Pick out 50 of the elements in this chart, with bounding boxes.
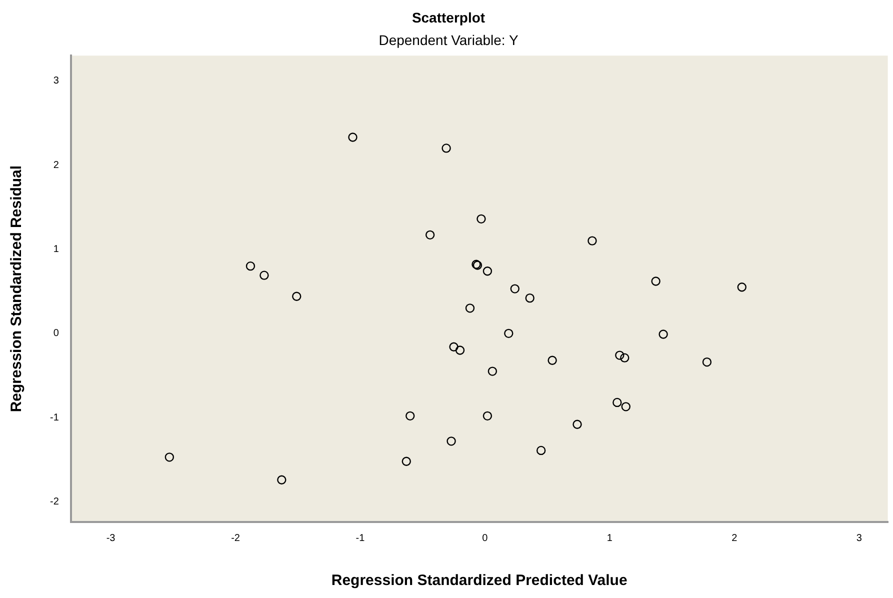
y-axis-title: Regression Standardized Residual: [8, 165, 26, 412]
point: [348, 132, 358, 142]
x-tick-label: -1: [356, 532, 366, 544]
point: [536, 446, 546, 456]
y-tick-label: 3: [53, 76, 60, 87]
point: [476, 214, 486, 224]
point: [455, 346, 465, 355]
point: [246, 261, 256, 271]
point: [442, 144, 451, 153]
point: [620, 353, 630, 362]
point: [525, 293, 534, 303]
point: [402, 456, 411, 466]
y-tick-label: -1: [50, 412, 60, 424]
x-tick-label: -3: [106, 532, 116, 544]
x-tick-label: 0: [482, 532, 488, 544]
x-tick-label: -2: [231, 532, 240, 544]
point: [425, 230, 435, 240]
point: [260, 270, 269, 280]
point: [465, 304, 475, 313]
y-tick-label: 0: [53, 328, 60, 340]
point: [164, 452, 174, 462]
point: [446, 436, 456, 446]
point: [548, 356, 557, 365]
point: [651, 276, 660, 286]
point: [277, 475, 286, 485]
point: [449, 342, 458, 352]
point: [737, 282, 746, 292]
point: [612, 398, 622, 408]
point: [588, 236, 597, 246]
point: [572, 420, 582, 429]
chart-subtitle: Dependent Variable: Y: [378, 32, 519, 48]
point: [482, 266, 492, 276]
point: [504, 328, 514, 338]
x-axis-title: Regression Standardized Predicted Value: [331, 572, 628, 590]
x-tick-label: 2: [732, 532, 738, 544]
point: [510, 284, 520, 294]
chart-title: Scatterplot: [412, 9, 486, 26]
y-tick-label: 1: [53, 244, 60, 255]
point: [702, 357, 712, 367]
y-tick-label: 2: [53, 160, 60, 171]
point: [658, 330, 668, 339]
point: [615, 350, 624, 360]
point: [406, 411, 415, 421]
point: [482, 411, 492, 421]
x-tick-label: 1: [606, 532, 613, 544]
point: [292, 292, 302, 301]
x-tick-label: 3: [856, 532, 862, 544]
point: [621, 402, 630, 412]
y-tick-label: -2: [50, 496, 60, 508]
point: [488, 366, 498, 376]
